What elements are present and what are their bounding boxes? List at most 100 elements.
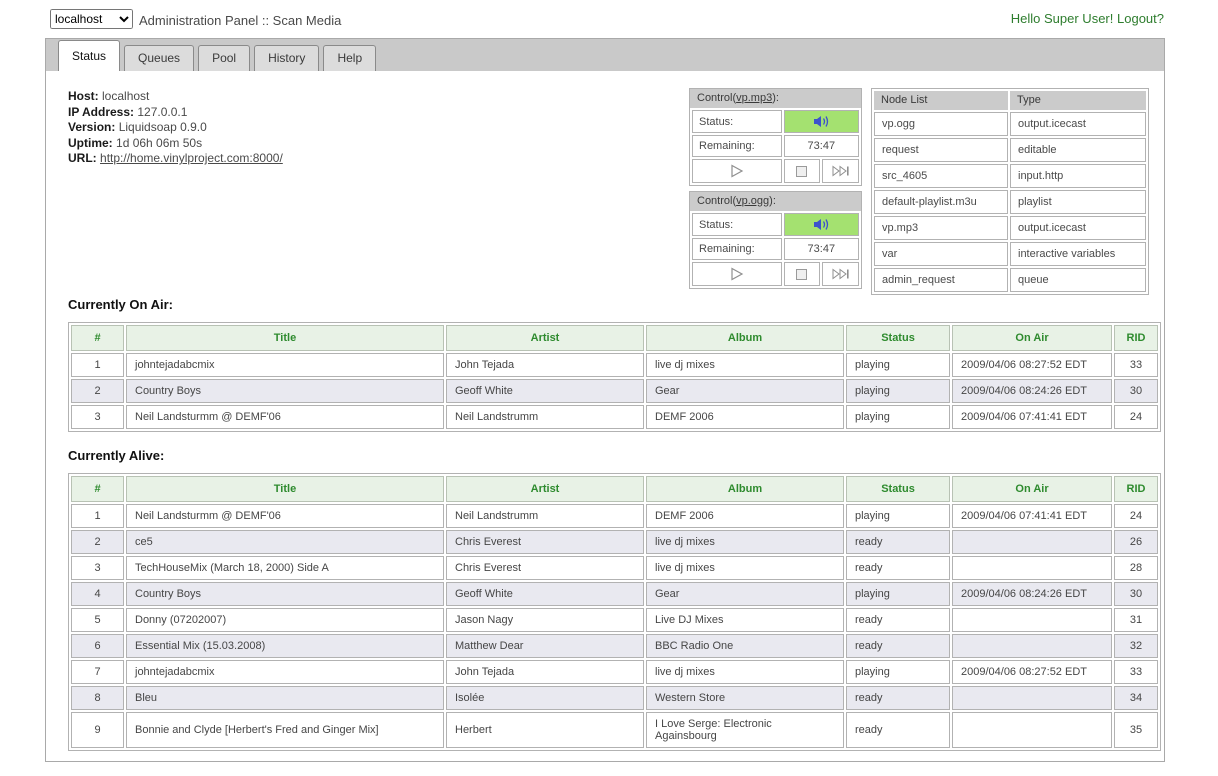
stream-url-link[interactable]: http://home.vinylproject.com:8000/ <box>100 151 283 165</box>
stop-button[interactable] <box>783 262 821 286</box>
table-cell: Country Boys <box>126 379 444 403</box>
table-cell: 2 <box>71 379 124 403</box>
play-icon <box>731 164 744 178</box>
tab-history[interactable]: History <box>254 45 320 71</box>
table-cell: 26 <box>1114 530 1158 554</box>
table-cell: playing <box>846 353 950 377</box>
skip-button[interactable] <box>822 262 859 286</box>
main-panel: Status Queues Pool History Help Host: localh… <box>45 38 1165 762</box>
column-header: Title <box>126 476 444 502</box>
table-cell: 8 <box>71 686 124 710</box>
stop-button[interactable] <box>783 159 821 183</box>
table-cell: ready <box>846 634 950 658</box>
table-cell: Donny (07202007) <box>126 608 444 632</box>
table-cell: live dj mixes <box>646 556 844 580</box>
control-caption: Control(vp.mp3): <box>690 89 861 108</box>
skip-button[interactable] <box>822 159 859 183</box>
table-cell: John Tejada <box>446 660 644 684</box>
node-list-cell: vp.mp3 <box>874 216 1008 240</box>
table-cell: 24 <box>1114 405 1158 429</box>
tab-pool[interactable]: Pool <box>198 45 251 71</box>
table-cell: Neil Landstrumm <box>446 504 644 528</box>
table-row: 7 johntejadabcmix John Tejada live dj mixes… <box>71 660 1158 684</box>
node-list-cell: default-playlist.m3u <box>874 190 1008 214</box>
play-button[interactable] <box>692 262 782 286</box>
ogg-node-link[interactable]: vp.ogg <box>736 195 770 207</box>
host-select[interactable]: localhost <box>50 9 133 29</box>
table-row: 1 johntejadabcmix John Tejada live dj mixes… <box>71 353 1158 377</box>
table-cell: 2009/04/06 07:41:41 EDT <box>952 405 1112 429</box>
table-cell: playing <box>846 582 950 606</box>
table-cell: 30 <box>1114 379 1158 403</box>
play-button[interactable] <box>692 159 782 183</box>
table-cell: 32 <box>1114 634 1158 658</box>
logout-link[interactable]: Logout? <box>1117 11 1164 26</box>
tab-queues[interactable]: Queues <box>124 45 195 71</box>
table-row: 2 Country Boys Geoff White Gear playing 2009/… <box>71 379 1158 403</box>
table-cell: Neil Landsturmm @ DEMF'06 <box>126 504 444 528</box>
node-list-cell: var <box>874 242 1008 266</box>
control-box-ogg: Control(vp.ogg): Status: Remaining: 73:4… <box>689 191 862 289</box>
column-header: # <box>71 476 124 502</box>
status-label: Status: <box>692 213 782 236</box>
table-cell: Chris Everest <box>446 556 644 580</box>
ip-line: IP Address: 127.0.0.1 <box>68 104 188 119</box>
table-cell: BBC Radio One <box>646 634 844 658</box>
table-cell: 28 <box>1114 556 1158 580</box>
table-row: 6 Essential Mix (15.03.2008) Matthew Dear B… <box>71 634 1158 658</box>
remaining-value: 73:47 <box>783 135 859 157</box>
table-cell: Neil Landstrumm <box>446 405 644 429</box>
table-cell: Jason Nagy <box>446 608 644 632</box>
node-list-row: request editable <box>874 138 1146 162</box>
table-cell: DEMF 2006 <box>646 504 844 528</box>
control-box-mp3: Control(vp.mp3): Status: Remaining: 73:4… <box>689 88 862 186</box>
table-cell: 35 <box>1114 712 1158 748</box>
status-toggle[interactable] <box>783 110 859 133</box>
table-cell: playing <box>846 405 950 429</box>
node-list-row: vp.ogg output.icecast <box>874 112 1146 136</box>
mp3-node-link[interactable]: vp.mp3 <box>736 92 773 104</box>
table-cell: 9 <box>71 712 124 748</box>
table-cell: 2009/04/06 08:27:52 EDT <box>952 353 1112 377</box>
table-cell: Geoff White <box>446 582 644 606</box>
table-row: 3 Neil Landsturmm @ DEMF'06 Neil Landstrum… <box>71 405 1158 429</box>
status-toggle[interactable] <box>783 213 859 236</box>
column-header: RID <box>1114 325 1158 351</box>
node-list-cell: src_4605 <box>874 164 1008 188</box>
table-cell: live dj mixes <box>646 530 844 554</box>
node-list-cell: interactive variables <box>1010 242 1146 266</box>
table-cell: johntejadabcmix <box>126 660 444 684</box>
table-cell: playing <box>846 379 950 403</box>
table-cell: johntejadabcmix <box>126 353 444 377</box>
table-cell: 2009/04/06 08:24:26 EDT <box>952 379 1112 403</box>
table-cell: 2009/04/06 07:41:41 EDT <box>952 504 1112 528</box>
control-caption: Control(vp.ogg): <box>690 192 861 211</box>
table-cell: 6 <box>71 634 124 658</box>
node-list-cell: vp.ogg <box>874 112 1008 136</box>
tab-help[interactable]: Help <box>323 45 377 71</box>
table-cell: 33 <box>1114 353 1158 377</box>
column-header: Artist <box>446 325 644 351</box>
table-cell: 3 <box>71 405 124 429</box>
table-row: 3 TechHouseMix (March 18, 2000) Side A Chr… <box>71 556 1158 580</box>
node-list-cell: input.http <box>1010 164 1146 188</box>
tab-status[interactable]: Status <box>58 40 121 71</box>
node-list-table: Node List Type vp.ogg output.icecast request… <box>871 88 1149 295</box>
node-list-cell: queue <box>1010 268 1146 292</box>
table-cell: Bonnie and Clyde [Herbert's Fred and Gin… <box>126 712 444 748</box>
table-cell: 5 <box>71 608 124 632</box>
node-list-cell: admin_request <box>874 268 1008 292</box>
top-bar: localhost Administration Panel :: Scan M… <box>0 0 1218 38</box>
host-info-block: Host: localhost IP Address: 127.0.0.1 Ve… <box>68 89 283 167</box>
status-label: Status: <box>692 110 782 133</box>
table-cell: 4 <box>71 582 124 606</box>
table-cell: 1 <box>71 504 124 528</box>
table-row: 4 Country Boys Geoff White Gear playing 2009/… <box>71 582 1158 606</box>
column-header: Status <box>846 476 950 502</box>
node-list-row: default-playlist.m3u playlist <box>874 190 1146 214</box>
table-cell <box>952 712 1112 748</box>
column-header: Album <box>646 476 844 502</box>
table-cell: playing <box>846 660 950 684</box>
table-cell: ready <box>846 712 950 748</box>
